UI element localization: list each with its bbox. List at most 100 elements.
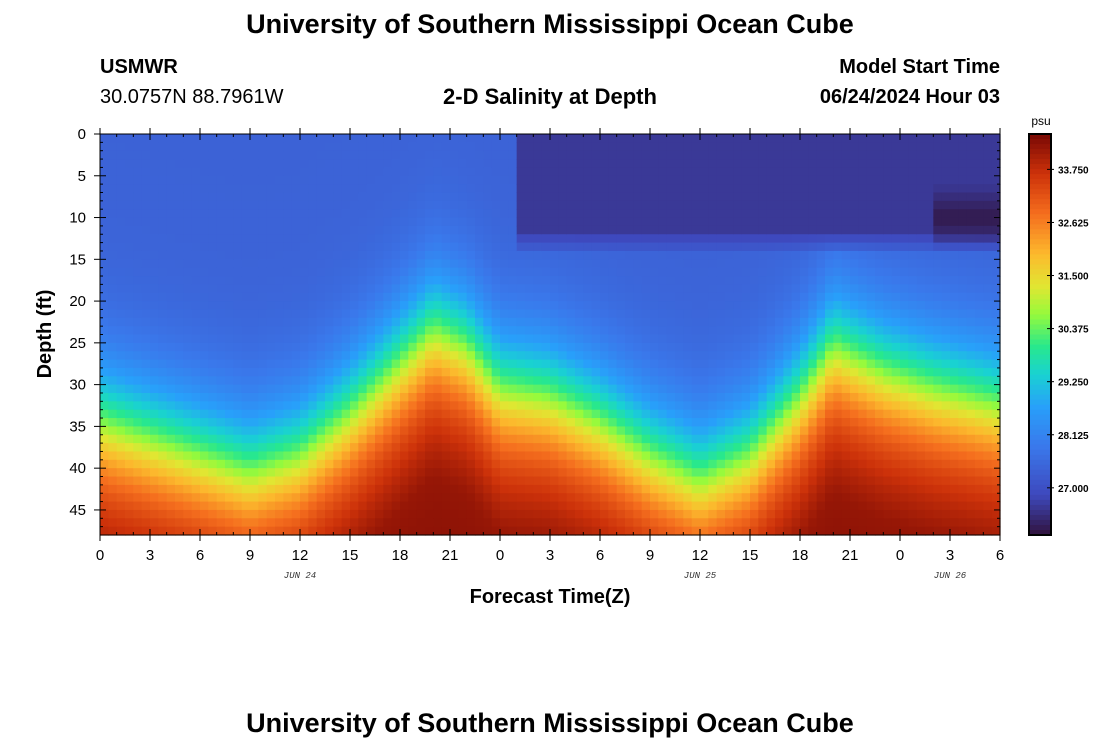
heatmap-cell — [350, 276, 359, 285]
heatmap-cell — [150, 493, 159, 503]
heatmap-cell — [116, 409, 126, 419]
heatmap-cell — [283, 526, 293, 536]
heatmap-cell — [341, 276, 351, 285]
heatmap-cell — [933, 209, 943, 219]
heatmap-cell — [316, 142, 326, 152]
heatmap-cell — [466, 468, 476, 478]
heatmap-cell — [850, 259, 859, 269]
heatmap-cell — [575, 250, 584, 260]
heatmap-cell — [516, 384, 526, 394]
heatmap-cell — [241, 242, 251, 252]
heatmap-cell — [833, 276, 843, 285]
heatmap-cell — [733, 134, 743, 143]
heatmap-cell — [358, 134, 368, 143]
heatmap-cell — [508, 509, 518, 519]
heatmap-cell — [266, 509, 276, 519]
heatmap-cell — [283, 234, 293, 244]
heatmap-cell — [200, 192, 209, 202]
heatmap-cell — [433, 351, 443, 361]
heatmap-cell — [125, 426, 134, 436]
heatmap-cell — [241, 376, 251, 386]
heatmap-cell — [125, 242, 134, 252]
heatmap-cell — [275, 518, 284, 528]
heatmap-cell — [825, 292, 834, 302]
heatmap-cell — [525, 184, 534, 194]
heatmap-cell — [133, 476, 143, 486]
heatmap-cell — [458, 376, 468, 386]
heatmap-cell — [608, 443, 618, 453]
heatmap-cell — [500, 217, 509, 227]
heatmap-cell — [775, 518, 784, 528]
heatmap-cell — [266, 526, 276, 536]
heatmap-cell — [241, 484, 251, 494]
heatmap-cell — [691, 217, 701, 227]
heatmap-cell — [875, 351, 884, 361]
heatmap-cell — [916, 267, 926, 277]
heatmap-cell — [275, 526, 284, 536]
heatmap-cell — [900, 409, 909, 419]
heatmap-cell — [808, 409, 818, 419]
heatmap-cell — [425, 184, 434, 194]
heatmap-cell — [308, 518, 318, 528]
heatmap-cell — [308, 259, 318, 269]
heatmap-cell — [941, 509, 951, 519]
heatmap-cell — [766, 401, 776, 411]
heatmap-cell — [291, 484, 301, 494]
heatmap-cell — [941, 401, 951, 411]
heatmap-cell — [916, 376, 926, 386]
heatmap-cell — [125, 409, 134, 419]
heatmap-cell — [700, 209, 709, 219]
heatmap-cell — [391, 334, 401, 344]
heatmap-cell — [425, 351, 434, 361]
heatmap-cell — [558, 434, 568, 444]
heatmap-cell — [408, 167, 418, 177]
heatmap-cell — [408, 234, 418, 244]
heatmap-cell — [208, 451, 218, 461]
heatmap-cell — [541, 376, 551, 386]
heatmap-cell — [166, 217, 176, 227]
heatmap-cell — [783, 150, 793, 160]
heatmap-cell — [550, 367, 559, 377]
heatmap-cell — [591, 284, 601, 294]
heatmap-cell — [650, 284, 659, 294]
heatmap-cell — [491, 342, 501, 352]
heatmap-cell — [475, 334, 484, 344]
heatmap-cell — [141, 250, 151, 260]
heatmap-cell — [816, 250, 826, 260]
heatmap-cell — [641, 518, 651, 528]
heatmap-cell — [466, 184, 476, 194]
heatmap-cell — [466, 150, 476, 160]
heatmap-cell — [375, 301, 384, 311]
heatmap-cell — [958, 317, 968, 327]
heatmap-cell — [833, 284, 843, 294]
heatmap-cell — [475, 142, 484, 152]
heatmap-cell — [591, 317, 601, 327]
heatmap-cell — [866, 284, 876, 294]
heatmap-cell — [175, 426, 184, 436]
heatmap-cell — [616, 225, 626, 235]
heatmap-cell — [400, 284, 409, 294]
heatmap-cell — [883, 142, 893, 152]
heatmap-cell — [316, 150, 326, 160]
heatmap-cell — [291, 184, 301, 194]
heatmap-cell — [516, 250, 526, 260]
heatmap-cell — [558, 392, 568, 402]
heatmap-cell — [891, 276, 901, 285]
heatmap-cell — [591, 159, 601, 169]
heatmap-cell — [283, 326, 293, 336]
heatmap-cell — [483, 175, 493, 185]
heatmap-cell — [150, 276, 159, 285]
heatmap-cell — [800, 476, 809, 486]
heatmap-cell — [258, 476, 268, 486]
heatmap-cell — [191, 493, 201, 503]
heatmap-cell — [383, 276, 393, 285]
heatmap-cell — [150, 192, 159, 202]
heatmap-cell — [833, 167, 843, 177]
heatmap-cell — [675, 284, 684, 294]
heatmap-cell — [125, 459, 134, 469]
heatmap-cell — [933, 351, 943, 361]
heatmap-cell — [116, 334, 126, 344]
heatmap-cell — [333, 184, 343, 194]
heatmap-cell — [391, 200, 401, 210]
heatmap-cell — [825, 434, 834, 444]
